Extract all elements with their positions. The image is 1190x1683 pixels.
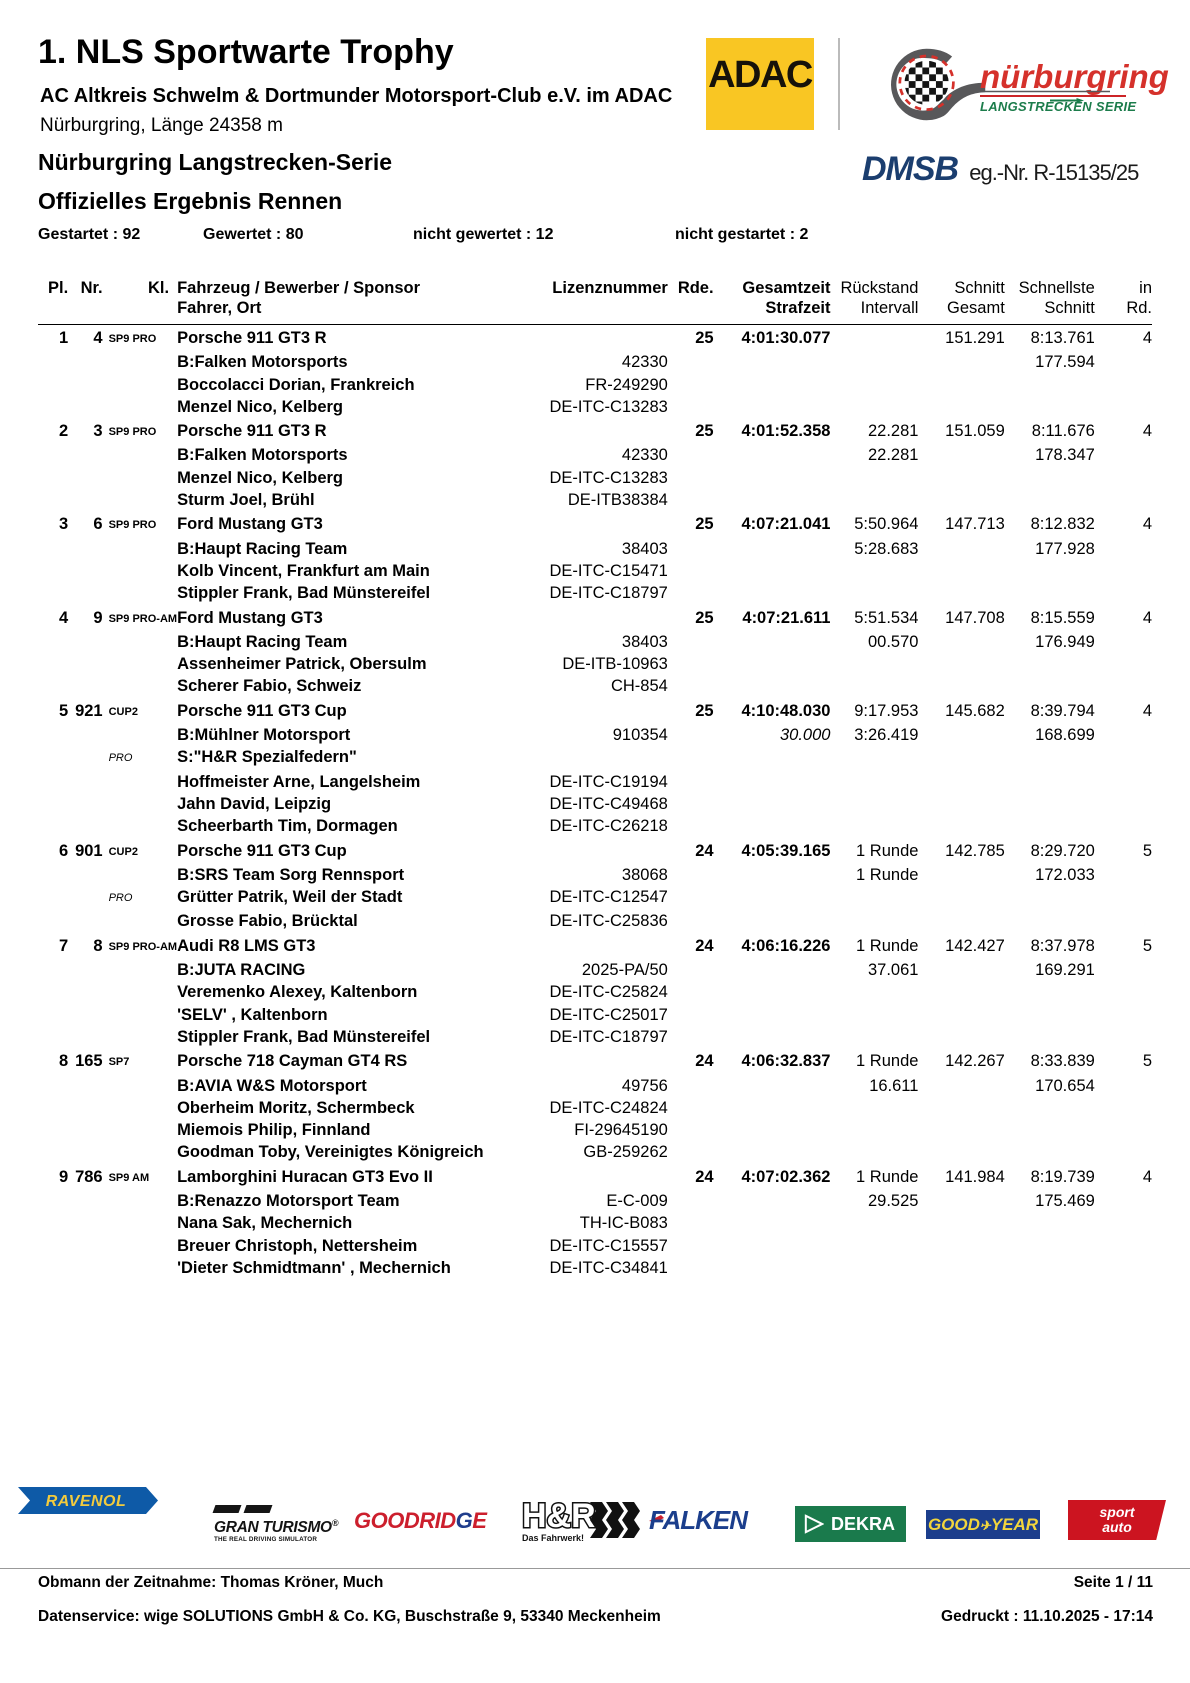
svg-text:RAVENOL: RAVENOL [46, 1493, 127, 1510]
svg-text:FALKEN: FALKEN [649, 1505, 749, 1535]
svg-text:Das Fahrwerk!: Das Fahrwerk! [522, 1533, 584, 1542]
svg-text:H&R: H&R [522, 1497, 596, 1535]
